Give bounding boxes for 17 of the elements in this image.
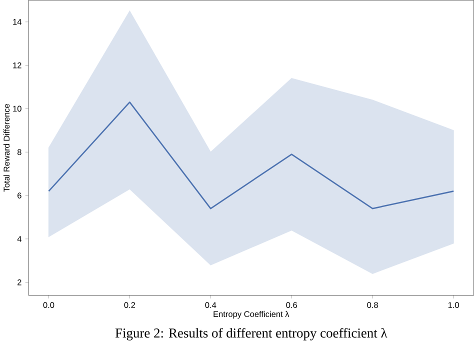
y-tick-label: 2 <box>18 280 22 286</box>
y-tick-label: 8 <box>17 149 22 156</box>
x-tick-label: 0.0 <box>43 302 54 308</box>
y-tick-label: 4 <box>17 236 22 242</box>
y-tick-label: 14 <box>13 19 22 25</box>
x-tick-label: 0.8 <box>367 302 378 308</box>
y-tick-label: 12 <box>13 62 22 68</box>
x-tick-label: 0.6 <box>286 302 298 308</box>
x-tick-label: 1.0 <box>448 302 459 308</box>
caption: Figure 2: Results of different entropy coefficient λ <box>115 328 388 340</box>
x-tick-label: 0.4 <box>205 302 216 308</box>
y-tick-label: 10 <box>13 106 22 112</box>
y-tick-label: 6 <box>18 192 22 199</box>
x-tick-label: 0.2 <box>124 302 136 308</box>
y-axis-title: Total Reward Difference <box>3 104 10 192</box>
x-axis-title: Entropy Coefficient λ <box>214 311 290 319</box>
line-series <box>48 102 454 210</box>
